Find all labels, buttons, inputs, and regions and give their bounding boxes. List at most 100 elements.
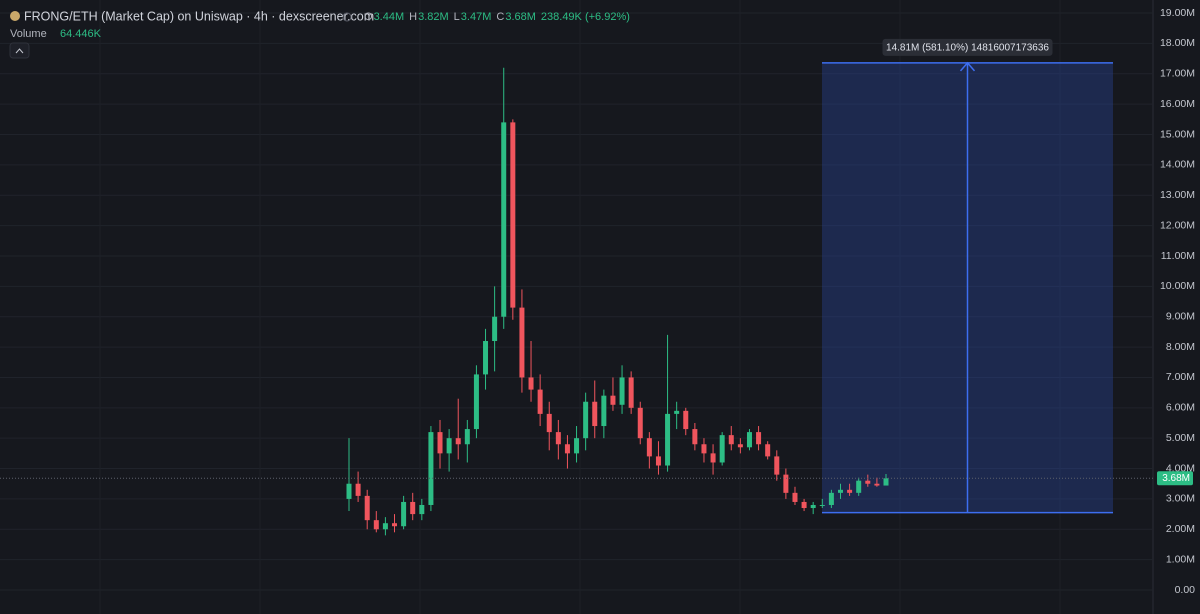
ohlc-value: 3.47M	[461, 11, 492, 23]
candle-body	[510, 122, 516, 308]
status-dot	[342, 12, 352, 22]
token-icon	[10, 11, 20, 21]
candle-body	[783, 474, 789, 493]
volume-value: 64.446K	[60, 28, 102, 40]
candle-body	[610, 395, 616, 405]
candle-body	[446, 438, 452, 454]
measure-label-bg	[882, 38, 1053, 56]
candle-body	[464, 429, 470, 445]
candle-body	[756, 432, 762, 445]
ohlc-key: O	[364, 11, 373, 23]
measure-tool: 14.81M (581.10%) 14816007173636	[822, 38, 1113, 514]
candle-body	[483, 341, 489, 375]
ohlc-value: 3.44M	[374, 11, 405, 23]
candle-body	[856, 480, 862, 493]
y-tick-label: 12.00M	[1160, 219, 1195, 231]
ohlc-value: 3.82M	[418, 11, 449, 23]
last-price-label: 3.68M	[1162, 473, 1190, 484]
y-tick-label: 2.00M	[1166, 523, 1195, 535]
candle-body	[364, 495, 370, 521]
y-tick-label: 11.00M	[1161, 250, 1195, 262]
candle-body	[373, 520, 379, 530]
measure-arrow-head	[959, 61, 976, 72]
candle-body	[765, 444, 771, 457]
measure-label: 14.81M (581.10%) 14816007173636	[886, 42, 1049, 53]
y-tick-label: 5.00M	[1166, 432, 1195, 444]
collapse-icon	[15, 48, 24, 54]
candle-body	[346, 483, 352, 499]
candle-body	[437, 432, 443, 454]
y-tick-label: 1.00M	[1166, 553, 1195, 565]
candle-body	[492, 316, 498, 342]
candle-body	[665, 413, 671, 466]
change: 238.49K (+6.92%)	[541, 11, 630, 23]
y-tick-label: 3.00M	[1166, 493, 1195, 505]
ohlc-key: C	[496, 11, 504, 23]
candle-body	[546, 413, 552, 433]
candle-body	[519, 307, 525, 378]
candle-body	[728, 435, 734, 445]
volume-label: Volume	[10, 28, 47, 40]
candle-body	[428, 432, 434, 505]
candle-body	[847, 489, 853, 493]
collapse-button[interactable]	[9, 42, 30, 59]
candle-body	[355, 483, 361, 496]
y-tick-label: 6.00M	[1166, 402, 1195, 414]
y-tick-label: 0.00	[1175, 584, 1196, 596]
candle-body	[692, 429, 698, 445]
candle-body	[819, 504, 825, 506]
candle-body	[528, 377, 534, 390]
y-tick-label: 10.00M	[1160, 280, 1195, 292]
y-tick-label: 8.00M	[1166, 341, 1195, 353]
ohlc-key: L	[454, 11, 460, 23]
candle-body	[874, 483, 880, 486]
y-tick-label: 18.00M	[1160, 37, 1195, 49]
candle-body	[683, 410, 689, 430]
ohlc-key: H	[409, 11, 417, 23]
candle-body	[637, 407, 643, 439]
candle-body	[674, 410, 680, 414]
candle-body	[583, 401, 589, 439]
price-axis: 0.001.00M2.00M3.00M4.00M5.00M6.00M7.00M8…	[1157, 7, 1195, 596]
candle-body	[774, 456, 780, 475]
ohlc-legend: O 3.44M H 3.82M L 3.47M C 3.68M 238.49K (+6.92%)	[364, 11, 630, 23]
candle-body	[419, 504, 425, 515]
y-tick-label: 13.00M	[1160, 189, 1195, 201]
candle-body	[810, 504, 816, 509]
y-tick-label: 19.00M	[1160, 7, 1195, 19]
y-tick-label: 9.00M	[1166, 310, 1195, 322]
y-tick-label: 17.00M	[1160, 68, 1195, 80]
candle-body	[646, 438, 652, 457]
ohlc-value: 3.68M	[505, 11, 536, 23]
candle-body	[710, 453, 716, 463]
candle-body	[473, 374, 479, 430]
chart-title: FRONG/ETH (Market Cap) on Uniswap · 4h ·…	[24, 9, 374, 23]
candle-body	[601, 395, 607, 427]
candle-body	[410, 501, 416, 515]
y-tick-label: 7.00M	[1166, 371, 1195, 383]
candle-body	[828, 492, 834, 505]
candle-body	[719, 435, 725, 463]
candle-body	[392, 523, 398, 527]
candle-body	[746, 432, 752, 448]
y-tick-label: 16.00M	[1160, 98, 1195, 110]
candle-body	[564, 444, 570, 454]
y-tick-label: 14.00M	[1160, 159, 1195, 171]
candle-body	[592, 401, 598, 427]
candle-body	[837, 489, 843, 493]
candle-body	[401, 501, 407, 527]
candle-body	[801, 501, 807, 509]
candle-body	[655, 456, 661, 466]
candle-body	[501, 122, 507, 317]
candle-body	[628, 377, 634, 408]
candles	[0, 67, 1153, 536]
header: FRONG/ETH (Market Cap) on Uniswap · 4h ·…	[9, 9, 630, 59]
candle-body	[555, 432, 561, 445]
candle-body	[883, 478, 889, 486]
candle-body	[537, 389, 543, 414]
candle-body	[382, 523, 388, 530]
candle-body	[455, 438, 461, 445]
last-price-tag	[1157, 471, 1193, 486]
